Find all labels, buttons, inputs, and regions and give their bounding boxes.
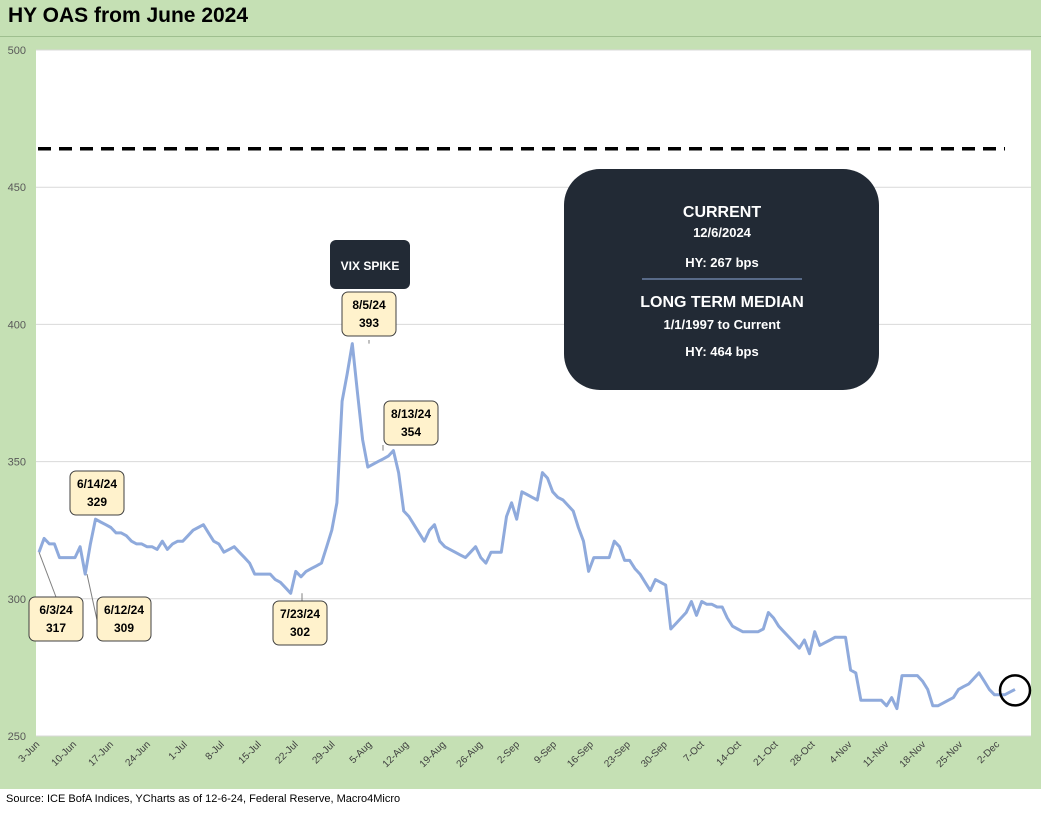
callout-date: 8/5/24 xyxy=(352,298,386,312)
hy-oas-series-line xyxy=(37,342,1016,711)
x-tick-label: 7-Oct xyxy=(682,739,707,764)
current-info-panel: CURRENT 12/6/2024 HY: 267 bps LONG TERM MED… xyxy=(564,169,879,390)
y-tick-label: 450 xyxy=(8,182,26,194)
x-tick-label: 16-Sep xyxy=(565,739,596,770)
callout-box: 8/13/24 354 xyxy=(383,400,439,446)
x-tick-label: 30-Sep xyxy=(639,739,670,770)
y-tick-label: 300 xyxy=(8,594,26,606)
x-tick-label: 12-Aug xyxy=(381,739,412,770)
callout-value: 329 xyxy=(87,495,107,509)
callout-box: 7/23/24 302 xyxy=(272,600,328,646)
y-tick-label: 250 xyxy=(8,731,26,743)
x-tick-label: 25-Nov xyxy=(935,739,966,770)
callout-date: 6/3/24 xyxy=(39,603,73,617)
callout-date: 7/23/24 xyxy=(280,607,320,621)
x-tick-label: 1-Jul xyxy=(167,739,190,762)
vix-spike-rect xyxy=(330,240,410,289)
current-title: CURRENT xyxy=(683,204,761,221)
callout-rect xyxy=(341,291,397,337)
callout-date: 8/13/24 xyxy=(391,407,431,421)
vix-spike-label: VIX SPIKE xyxy=(330,240,410,289)
median-range: 1/1/1997 to Current xyxy=(663,317,781,332)
source-note: Source: ICE BofA Indices, YCharts as of … xyxy=(6,793,401,805)
callout-date: 6/14/24 xyxy=(77,477,117,491)
x-tick-label: 4-Nov xyxy=(828,739,855,766)
current-hy-value: HY: 267 bps xyxy=(685,255,758,270)
plot-area xyxy=(36,50,1031,736)
callout-value: 302 xyxy=(290,625,310,639)
callout-leader xyxy=(38,551,57,598)
x-tick-label: 5-Aug xyxy=(348,739,375,766)
x-tick-label: 24-Jun xyxy=(123,739,152,768)
x-tick-label: 11-Nov xyxy=(861,739,891,769)
x-tick-label: 10-Jun xyxy=(50,739,79,768)
x-tick-label: 3-Jun xyxy=(17,739,42,764)
callout-rect xyxy=(28,596,84,642)
x-tick-label: 22-Jul xyxy=(274,739,301,766)
current-date: 12/6/2024 xyxy=(693,225,752,240)
title-bar: HY OAS from June 2024 xyxy=(0,0,1041,37)
callout-box: 6/14/24 329 xyxy=(69,470,125,516)
x-tick-label: 18-Nov xyxy=(898,739,929,770)
x-tick-label: 26-Aug xyxy=(455,739,486,770)
median-title: LONG TERM MEDIAN xyxy=(640,294,804,311)
x-tick-label: 17-Jun xyxy=(87,739,116,768)
x-tick-label: 15-Jul xyxy=(237,739,264,766)
x-tick-label: 29-Jul xyxy=(310,739,337,766)
x-tick-label: 28-Oct xyxy=(789,739,818,768)
callout-box: 6/12/24 309 xyxy=(96,596,152,642)
current-point-marker xyxy=(998,674,1032,707)
median-hy-value: HY: 464 bps xyxy=(685,344,758,359)
x-tick-label: 9-Sep xyxy=(532,739,559,766)
callout-value: 354 xyxy=(401,425,421,439)
x-tick-label: 2-Dec xyxy=(975,739,1002,766)
y-tick-label: 500 xyxy=(8,45,26,57)
callout-box: 8/5/24 393 xyxy=(341,291,397,337)
callout-box: 6/3/24 317 xyxy=(28,596,84,642)
x-tick-label: 2-Sep xyxy=(495,739,522,766)
x-tick-label: 14-Oct xyxy=(715,739,744,768)
y-tick-label: 350 xyxy=(8,457,26,469)
y-tick-label: 400 xyxy=(8,319,26,331)
x-tick-label: 8-Jul xyxy=(204,739,227,762)
callout-value: 309 xyxy=(114,621,134,635)
callout-rect xyxy=(383,400,439,446)
vix-spike-text: VIX SPIKE xyxy=(341,259,400,273)
callout-date: 6/12/24 xyxy=(104,603,144,617)
chart-title: HY OAS from June 2024 xyxy=(8,4,249,27)
callout-rect xyxy=(69,470,125,516)
callout-value: 393 xyxy=(359,316,379,330)
x-tick-label: 21-Oct xyxy=(752,739,781,768)
callout-rect xyxy=(272,600,328,646)
callout-value: 317 xyxy=(46,621,66,635)
callout-rect xyxy=(96,596,152,642)
x-tick-label: 19-Aug xyxy=(418,739,449,770)
callout-leader xyxy=(86,573,98,621)
x-tick-label: 23-Sep xyxy=(602,739,633,770)
